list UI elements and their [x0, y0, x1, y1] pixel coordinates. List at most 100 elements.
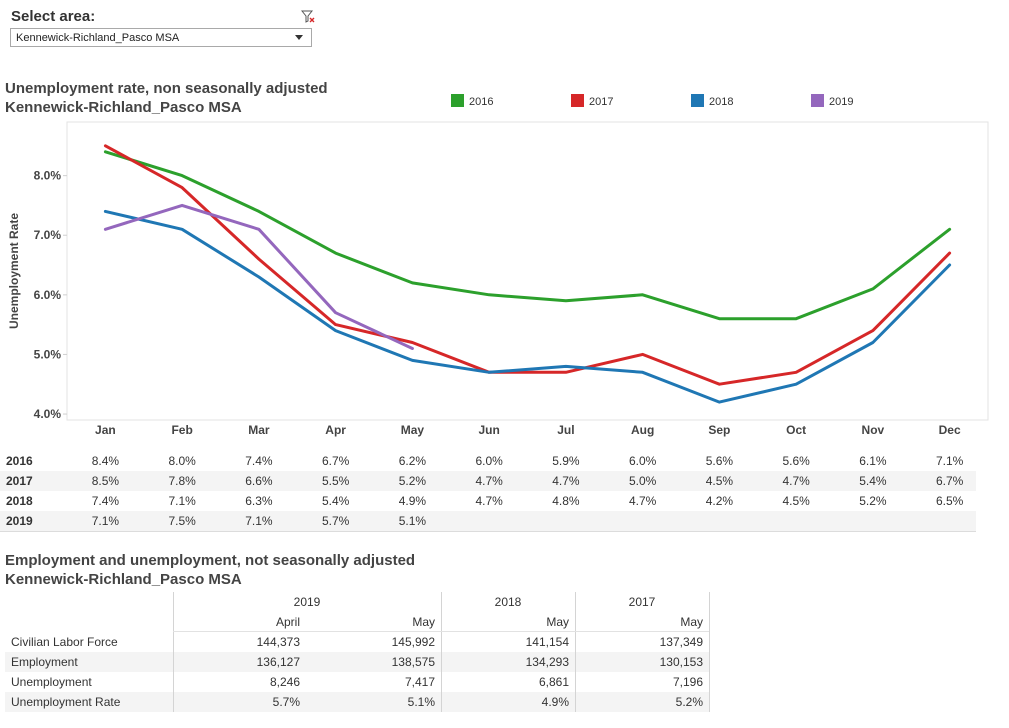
rate-cell: 8.4%	[91, 454, 120, 468]
rate-cell: 5.2%	[398, 474, 427, 488]
value-cell: 6,861	[538, 675, 569, 689]
y-tick-label: 6.0%	[34, 288, 62, 302]
rate-cell: 6.7%	[321, 454, 350, 468]
rate-cell: 4.2%	[705, 494, 734, 508]
legend-item-2017[interactable]: 2017	[571, 94, 613, 108]
employment-title-line2: Kennewick-Richland_Pasco MSA	[5, 571, 242, 588]
value-cell: 5.1%	[407, 695, 435, 709]
plot-area	[66, 121, 989, 421]
rate-cell: 4.7%	[782, 474, 810, 488]
area-dropdown-value: Kennewick-Richland_Pasco MSA	[16, 32, 180, 44]
legend-item-2016[interactable]: 2016	[451, 94, 493, 108]
rate-table-row: 2017 8.5% 7.8% 6.6% 5.5% 5.2% 4.7% 4.7% 5.0% 4.5%…	[0, 471, 976, 491]
rate-cell: 5.9%	[552, 454, 580, 468]
rate-cell: 5.5%	[321, 474, 350, 488]
rate-cell: 4.7%	[475, 474, 503, 488]
rate-cell: 6.0%	[475, 454, 503, 468]
month-header: May	[680, 615, 703, 629]
y-tick-label: 4.0%	[34, 407, 62, 421]
employment-title: Employment and unemployment, not seasona…	[5, 551, 415, 589]
year-header: 2018	[494, 595, 522, 609]
value-cell: 134,293	[525, 655, 569, 669]
rate-row-year: 2016	[6, 454, 33, 468]
rate-cell: 7.4%	[245, 454, 273, 468]
area-dropdown[interactable]: Kennewick-Richland_Pasco MSA	[10, 28, 312, 47]
legend-label: 2019	[829, 96, 854, 108]
value-cell: 7,417	[404, 675, 435, 689]
header-divider	[173, 631, 709, 632]
rate-table: 2016 8.4% 8.0% 7.4% 6.7% 6.2% 6.0% 5.9% 6.0% 5.6%…	[0, 451, 976, 532]
series-line-2017	[103, 144, 952, 386]
rate-row-year: 2017	[6, 474, 33, 488]
legend-item-2018[interactable]: 2018	[691, 94, 733, 108]
clear-filter-icon[interactable]	[301, 10, 315, 24]
table-divider	[0, 531, 976, 532]
x-tick-label: Nov	[862, 423, 885, 437]
rate-cell: 6.7%	[935, 474, 964, 488]
legend-item-2019[interactable]: 2019	[811, 94, 853, 108]
x-tick-label: Aug	[631, 423, 654, 437]
x-tick-label: Jan	[95, 423, 116, 437]
value-cell: 141,154	[525, 635, 569, 649]
month-header: May	[412, 615, 435, 629]
filter-label: Select area:	[11, 8, 96, 25]
line-chart: 4.0% 5.0% 6.0% 7.0% 8.0% Unemployment Rate Jan…	[7, 121, 989, 437]
rate-cell: 7.1%	[245, 514, 273, 528]
x-tick-label: Dec	[939, 423, 961, 437]
employment-table: 2019 2018 2017 April May May May Civilian Labor…	[5, 592, 710, 713]
rate-cell: 4.5%	[705, 474, 734, 488]
employment-title-line1: Employment and unemployment, not seasona…	[5, 552, 416, 569]
value-cell: 5.2%	[675, 695, 703, 709]
row-label: Unemployment	[11, 675, 92, 689]
chart-title-line2: Kennewick-Richland_Pasco MSA	[5, 99, 242, 116]
rate-table-row: 2018 7.4% 7.1% 6.3% 5.4% 4.9% 4.7% 4.8% 4.7% 4.2%…	[0, 491, 976, 511]
value-cell: 144,373	[256, 635, 300, 649]
rate-cell: 5.2%	[859, 494, 887, 508]
rate-cell: 4.5%	[782, 494, 810, 508]
rate-cell: 6.2%	[398, 454, 427, 468]
rate-cell: 7.8%	[168, 474, 196, 488]
column-divider	[173, 592, 174, 712]
row-label: Employment	[11, 655, 78, 669]
rate-cell: 6.5%	[935, 494, 964, 508]
legend-label: 2018	[709, 96, 734, 108]
legend-swatch	[811, 94, 824, 107]
rate-cell: 5.1%	[398, 514, 427, 528]
value-cell: 136,127	[256, 655, 300, 669]
chart-title-line1: Unemployment rate, non seasonally adjust…	[5, 80, 328, 97]
legend-label: 2016	[469, 96, 494, 108]
rate-cell: 7.4%	[91, 494, 120, 508]
rate-table-row: 2016 8.4% 8.0% 7.4% 6.7% 6.2% 6.0% 5.9% 6.0% 5.6%…	[0, 451, 976, 471]
rate-cell: 6.1%	[859, 454, 887, 468]
legend-label: 2017	[589, 96, 614, 108]
rate-cell: 8.0%	[168, 454, 196, 468]
rate-cell: 6.3%	[245, 494, 273, 508]
y-tick-label: 8.0%	[34, 169, 62, 183]
x-tick-label: Oct	[786, 423, 806, 437]
series-line-2018	[103, 209, 952, 404]
chevron-down-icon	[295, 35, 303, 40]
rate-cell: 7.1%	[935, 454, 964, 468]
series-line-2019	[103, 203, 414, 350]
rate-cell: 6.0%	[628, 454, 657, 468]
rate-cell: 4.7%	[552, 474, 580, 488]
y-tick-label: 7.0%	[34, 228, 62, 242]
value-cell: 7,196	[672, 675, 703, 689]
value-cell: 5.7%	[272, 695, 300, 709]
legend-swatch	[451, 94, 464, 107]
rate-cell: 5.6%	[782, 454, 810, 468]
x-tick-label: May	[401, 423, 425, 437]
legend-swatch	[691, 94, 704, 107]
month-header: May	[546, 615, 569, 629]
rate-cell: 7.1%	[168, 494, 196, 508]
row-shading	[5, 652, 709, 672]
rate-cell: 8.5%	[91, 474, 120, 488]
x-tick-label: Sep	[708, 423, 730, 437]
year-header: 2019	[293, 595, 321, 609]
x-tick-label: Jul	[557, 423, 574, 437]
rate-cell: 7.1%	[91, 514, 120, 528]
rate-cell: 4.8%	[552, 494, 580, 508]
x-tick-label: Jun	[478, 423, 499, 437]
series-line-2016	[103, 150, 952, 321]
rate-cell: 5.4%	[321, 494, 350, 508]
